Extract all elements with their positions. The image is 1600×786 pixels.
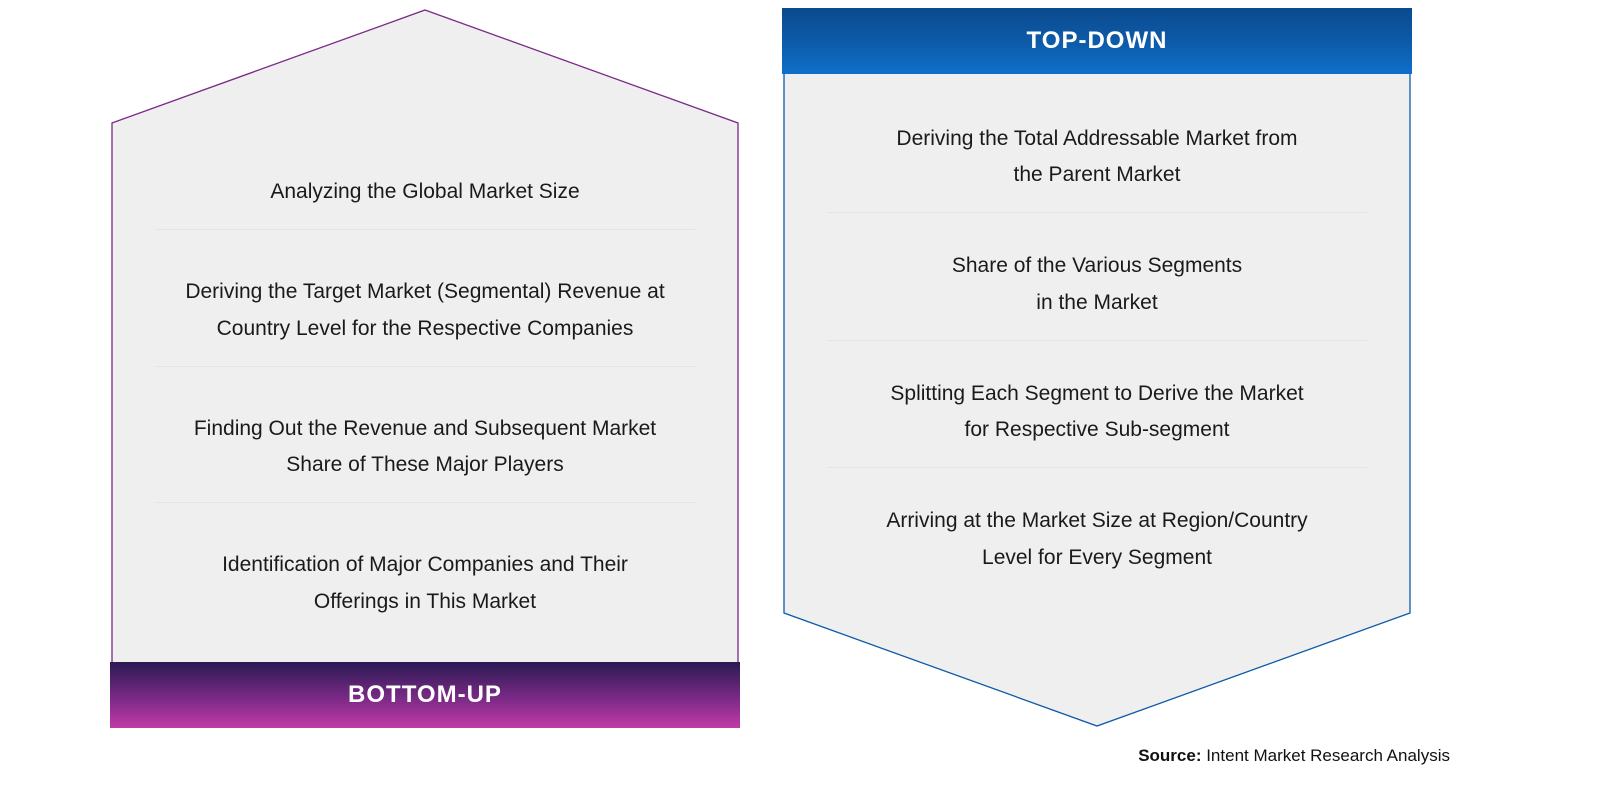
bottom-up-item: Analyzing the Global Market Size	[155, 156, 695, 230]
bottom-up-title: BOTTOM-UP	[348, 681, 502, 709]
source-line: Source: Intent Market Research Analysis	[1138, 746, 1450, 766]
top-down-item: Arriving at the Market Size at Region/Co…	[827, 485, 1367, 595]
bottom-up-title-bar: BOTTOM-UP	[110, 662, 740, 728]
top-down-panel: TOP-DOWN Deriving the Total Addressable …	[782, 8, 1412, 728]
bottom-up-panel: Analyzing the Global Market Size Derivin…	[110, 8, 740, 728]
top-down-title: TOP-DOWN	[1027, 27, 1168, 55]
bottom-up-body: Analyzing the Global Market Size Derivin…	[110, 123, 740, 662]
top-down-item: Splitting Each Segment to Derive the Mar…	[827, 358, 1367, 469]
source-label: Source:	[1138, 746, 1201, 765]
top-down-item: Share of the Various Segments in the Mar…	[827, 230, 1367, 341]
infographic-stage: Analyzing the Global Market Size Derivin…	[0, 0, 1600, 786]
top-down-title-bar: TOP-DOWN	[782, 8, 1412, 74]
bottom-up-item: Finding Out the Revenue and Subsequent M…	[155, 393, 695, 504]
top-down-body: Deriving the Total Addressable Market fr…	[782, 74, 1412, 613]
source-text: Intent Market Research Analysis	[1201, 746, 1450, 765]
bottom-up-item: Identification of Major Companies and Th…	[155, 529, 695, 639]
top-down-item: Deriving the Total Addressable Market fr…	[827, 103, 1367, 214]
bottom-up-item: Deriving the Target Market (Segmental) R…	[155, 256, 695, 367]
